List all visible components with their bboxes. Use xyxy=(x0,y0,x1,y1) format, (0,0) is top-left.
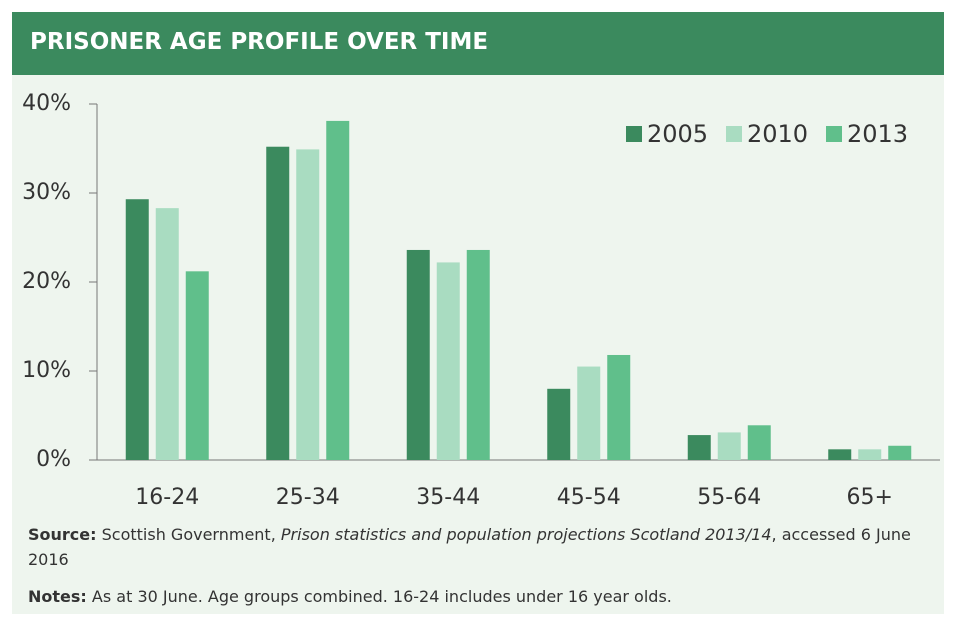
bar xyxy=(466,249,490,460)
bar xyxy=(687,435,711,460)
legend-swatch xyxy=(726,126,742,142)
bar xyxy=(547,388,571,460)
legend-swatch xyxy=(826,126,842,142)
bar xyxy=(828,449,852,460)
notes-label: Notes: xyxy=(28,587,87,606)
source-label: Source: xyxy=(28,525,97,544)
bar xyxy=(858,449,882,460)
legend-label: 2013 xyxy=(847,120,908,148)
header: PRISONER AGE PROFILE OVER TIME xyxy=(12,12,944,75)
y-tick-label: 30% xyxy=(22,180,71,205)
bar xyxy=(406,249,430,460)
legend-label: 2010 xyxy=(747,120,808,148)
y-tick-label: 10% xyxy=(22,358,71,383)
bar xyxy=(717,432,741,460)
y-tick-label: 20% xyxy=(22,269,71,294)
source: Source: Scottish Government, Prison stat… xyxy=(28,522,938,572)
x-tick-label: 45-54 xyxy=(557,485,621,510)
x-tick-label: 55-64 xyxy=(697,485,761,510)
bar xyxy=(296,149,320,460)
x-tick-label: 25-34 xyxy=(276,485,340,510)
x-tick-label: 16-24 xyxy=(135,485,199,510)
notes: Notes: As at 30 June. Age groups combine… xyxy=(28,584,938,609)
source-title: Prison statistics and population project… xyxy=(280,525,772,544)
x-tick-label: 65+ xyxy=(847,485,893,510)
bar xyxy=(125,199,149,461)
source-tail: , accessed 6 June 2016 xyxy=(28,525,911,569)
bar xyxy=(436,262,460,460)
notes-text: As at 30 June. Age groups combined. 16-2… xyxy=(91,587,672,606)
bar xyxy=(888,445,912,460)
bar xyxy=(185,271,209,460)
source-text: Scottish Government, xyxy=(101,525,276,544)
bar xyxy=(577,366,601,460)
y-tick-label: 40% xyxy=(22,91,71,116)
bar xyxy=(747,425,771,460)
x-tick-label: 35-44 xyxy=(416,485,480,510)
bar xyxy=(155,208,179,460)
bar xyxy=(326,120,350,460)
bar xyxy=(607,354,631,460)
chart-title: PRISONER AGE PROFILE OVER TIME xyxy=(30,29,489,55)
legend-label: 2005 xyxy=(647,120,708,148)
legend-swatch xyxy=(626,126,642,142)
bar xyxy=(266,146,290,460)
y-tick-label: 0% xyxy=(36,447,71,472)
